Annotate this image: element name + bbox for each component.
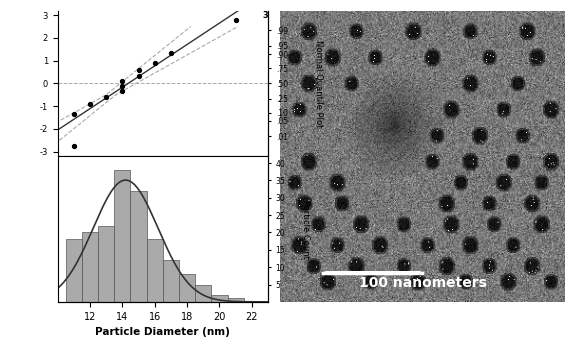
Bar	[66, 239, 82, 302]
Y-axis label: Normal Quantile Plot: Normal Quantile Plot	[313, 40, 323, 127]
Bar	[98, 226, 114, 302]
Bar	[179, 274, 195, 302]
Y-axis label: Particle Count: Particle Count	[301, 200, 310, 258]
Point	[150, 60, 160, 66]
Point	[101, 94, 111, 100]
Bar	[147, 239, 163, 302]
Bar	[82, 232, 98, 302]
Point	[85, 101, 94, 107]
Bar	[130, 191, 147, 302]
Point	[69, 111, 78, 117]
Point	[118, 78, 127, 84]
Point	[118, 83, 127, 89]
Text: 100 nanometers: 100 nanometers	[358, 276, 486, 290]
Point	[166, 51, 176, 56]
Bar	[195, 285, 211, 302]
Point	[69, 144, 78, 149]
Point	[134, 73, 143, 78]
Bar	[114, 170, 130, 302]
Point	[231, 18, 240, 23]
Bar	[211, 295, 228, 302]
X-axis label: Particle Diameter (nm): Particle Diameter (nm)	[96, 327, 230, 337]
Point	[134, 67, 143, 73]
Bar	[163, 260, 179, 302]
Point	[118, 89, 127, 94]
Text: 3: 3	[262, 11, 268, 20]
Bar	[228, 298, 244, 302]
